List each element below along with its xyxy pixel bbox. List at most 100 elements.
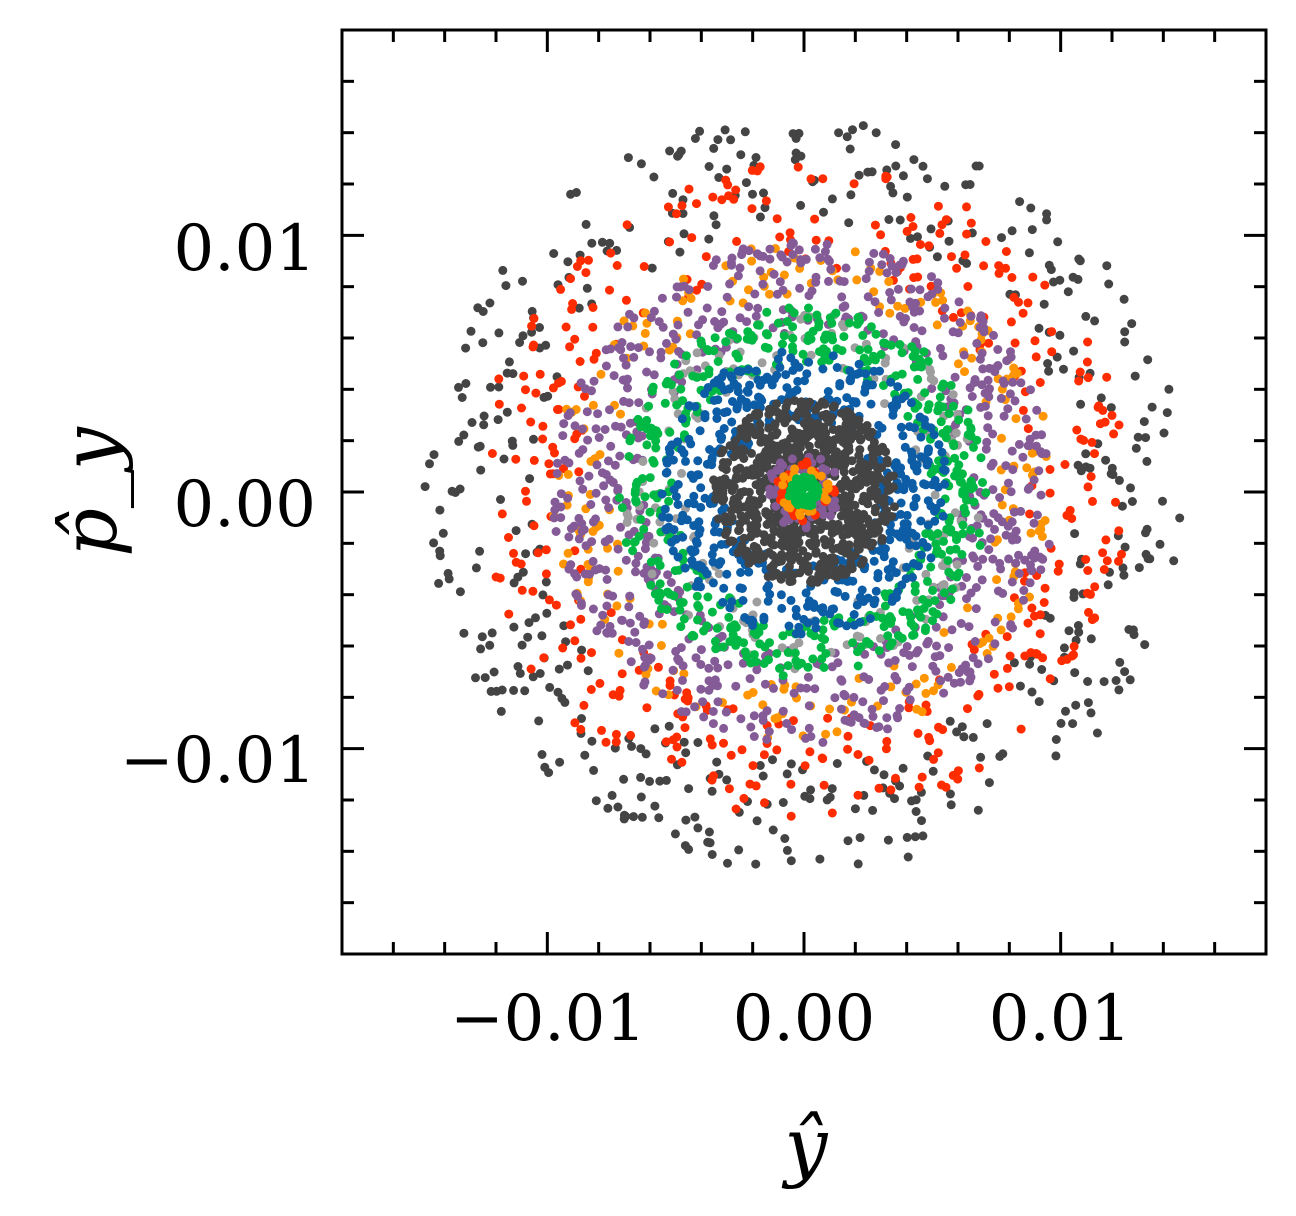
scatter-point xyxy=(561,322,571,332)
scatter-point xyxy=(744,567,754,577)
scatter-point xyxy=(1042,215,1052,225)
scatter-point xyxy=(853,661,863,671)
scatter-point xyxy=(863,292,873,302)
scatter-point xyxy=(615,685,625,695)
scatter-point xyxy=(900,391,910,401)
scatter-point xyxy=(940,313,949,323)
scatter-point xyxy=(722,775,732,785)
scatter-point xyxy=(679,274,688,284)
scatter-point xyxy=(720,125,730,135)
scatter-point xyxy=(1102,372,1112,382)
scatter-point xyxy=(751,470,761,480)
scatter-point xyxy=(525,474,535,484)
scatter-point xyxy=(509,685,519,695)
scatter-point xyxy=(704,663,714,673)
scatter-point xyxy=(764,727,774,736)
scatter-point xyxy=(518,276,527,286)
scatter-point xyxy=(700,410,710,419)
scatter-point xyxy=(778,480,788,490)
scatter-point xyxy=(993,513,1003,523)
scatter-point xyxy=(753,303,763,313)
scatter-point xyxy=(752,816,762,826)
scatter-point xyxy=(856,559,866,569)
scatter-point xyxy=(757,396,767,406)
scatter-point xyxy=(776,250,786,260)
scatter-point xyxy=(769,540,779,550)
scatter-point xyxy=(1008,377,1018,387)
scatter-point xyxy=(777,488,787,498)
scatter-point xyxy=(496,706,506,716)
scatter-point xyxy=(496,495,505,504)
scatter-point xyxy=(932,252,942,262)
scatter-point xyxy=(936,343,945,353)
scatter-point xyxy=(798,349,808,359)
scatter-point xyxy=(1064,626,1074,636)
scatter-point xyxy=(759,750,769,760)
scatter-point xyxy=(779,472,789,482)
scatter-point xyxy=(527,321,537,331)
scatter-point xyxy=(551,600,561,610)
scatter-point xyxy=(502,407,512,417)
scatter-point xyxy=(938,725,948,735)
scatter-point xyxy=(811,623,821,633)
scatter-point xyxy=(938,379,948,389)
scatter-point xyxy=(1051,751,1061,761)
scatter-point xyxy=(931,666,941,676)
scatter-point xyxy=(747,615,757,625)
scatter-point xyxy=(957,722,967,732)
scatter-point xyxy=(1034,466,1044,476)
scatter-point xyxy=(793,162,803,172)
scatter-point xyxy=(517,585,527,595)
scatter-point xyxy=(832,344,842,354)
scatter-point xyxy=(869,459,879,469)
scatter-point xyxy=(692,348,702,358)
scatter-point xyxy=(978,317,988,326)
scatter-point xyxy=(973,513,983,523)
scatter-point xyxy=(913,646,923,655)
scatter-point xyxy=(1047,327,1057,337)
scatter-point xyxy=(694,560,704,570)
scatter-point xyxy=(755,639,765,649)
scatter-point xyxy=(956,619,966,628)
scatter-point xyxy=(727,506,737,515)
scatter-point xyxy=(473,442,483,452)
scatter-point xyxy=(544,459,554,469)
scatter-point xyxy=(511,526,521,536)
scatter-point xyxy=(1069,588,1079,598)
scatter-point xyxy=(883,724,892,734)
scatter-point xyxy=(535,323,544,332)
scatter-point xyxy=(821,729,831,739)
scatter-point xyxy=(672,282,682,292)
scatter-point xyxy=(735,545,745,555)
scatter-point xyxy=(858,697,868,707)
scatter-point xyxy=(867,167,877,177)
scatter-point xyxy=(623,153,633,163)
scatter-point xyxy=(674,150,684,159)
scatter-point xyxy=(849,620,859,630)
scatter-point xyxy=(990,617,1000,627)
scatter-point xyxy=(1034,323,1044,333)
scatter-point xyxy=(1119,294,1129,304)
scatter-point xyxy=(740,127,750,137)
scatter-point xyxy=(592,626,602,636)
scatter-point xyxy=(725,603,735,613)
scatter-point xyxy=(665,237,675,247)
scatter-point xyxy=(1022,463,1032,473)
scatter-point xyxy=(946,527,956,537)
scatter-point xyxy=(563,660,572,670)
scatter-point xyxy=(707,850,717,859)
scatter-point xyxy=(1101,455,1111,465)
scatter-point xyxy=(556,489,566,499)
scatter-point xyxy=(830,487,840,497)
scatter-point xyxy=(710,636,720,646)
scatter-point xyxy=(764,404,774,414)
scatter-point xyxy=(586,685,596,694)
scatter-point xyxy=(941,782,951,792)
scatter-point xyxy=(914,782,924,792)
scatter-point xyxy=(849,610,859,619)
scatter-point xyxy=(504,533,513,542)
scatter-point xyxy=(801,410,811,420)
scatter-point xyxy=(707,455,717,465)
scatter-point xyxy=(867,704,877,714)
scatter-point xyxy=(845,144,855,154)
